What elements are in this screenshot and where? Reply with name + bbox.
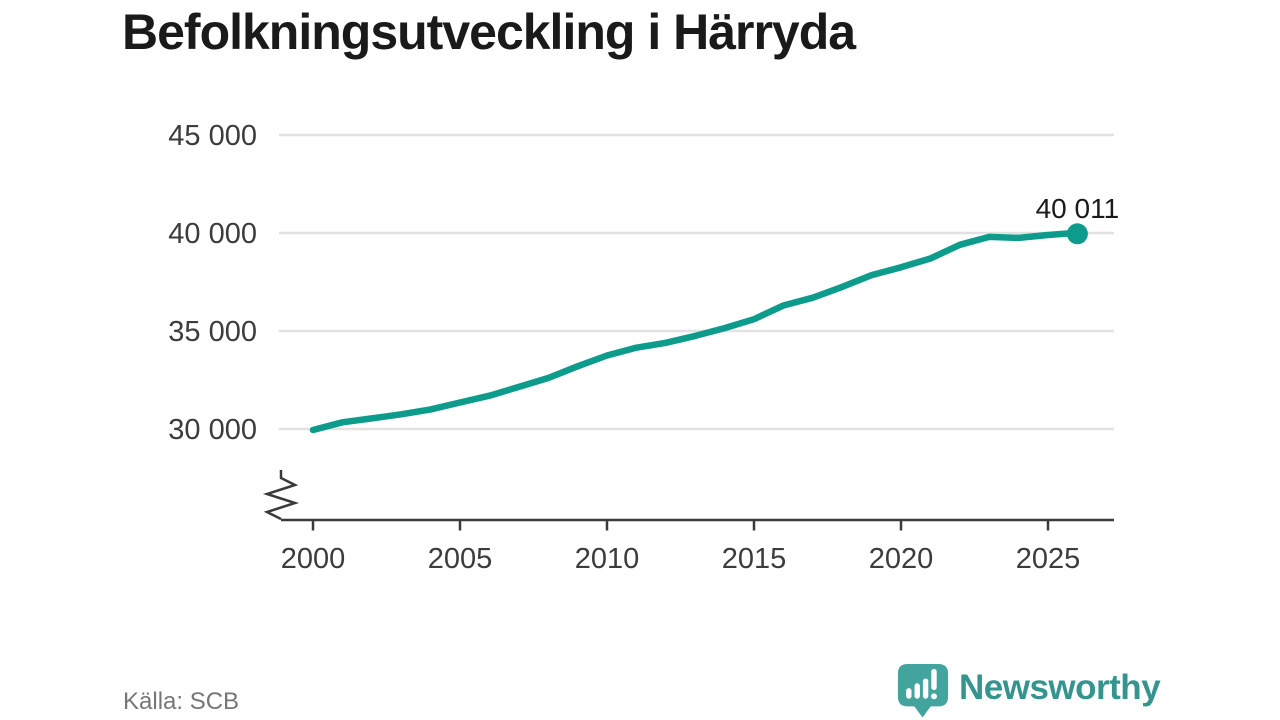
- x-axis-tick-label: 2015: [722, 543, 787, 575]
- newsworthy-brand-label: Newsworthy: [959, 668, 1161, 707]
- bar-chart-glyph: [906, 678, 929, 699]
- end-value-label: 40 011: [1036, 193, 1120, 224]
- axis-break-icon: [262, 470, 300, 521]
- page-title: Befolkningsutveckling i Härryda: [122, 4, 856, 60]
- y-axis-tick-label: 30 000: [168, 414, 257, 446]
- y-axis-tick-label: 40 000: [168, 218, 257, 250]
- x-axis-tick-label: 2010: [575, 543, 640, 575]
- end-point-marker: [1066, 223, 1088, 245]
- source-label: Källa: SCB: [123, 688, 240, 715]
- population-line: [309, 229, 1081, 434]
- x-axis-tick-label: 2000: [281, 543, 346, 575]
- y-axis-tick-label: 35 000: [168, 316, 257, 348]
- y-axis-tick-label: 45 000: [168, 120, 257, 152]
- exclamation-glyph: [931, 668, 937, 700]
- newsworthy-logo: Newsworthy: [896, 662, 1161, 720]
- x-axis-tick-label: 2020: [869, 543, 934, 575]
- x-axis-tick-label: 2005: [428, 543, 493, 575]
- x-axis-tick-label: 2025: [1016, 543, 1081, 575]
- newsworthy-logo-icon: [897, 664, 949, 718]
